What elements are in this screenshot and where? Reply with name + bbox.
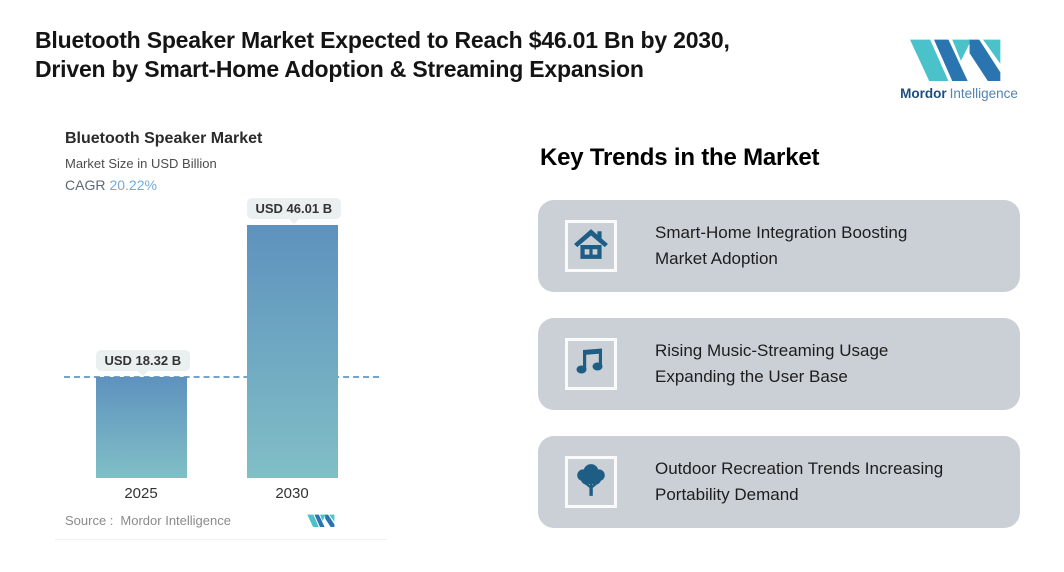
page-title-line-2: Driven by Smart-Home Adoption & Streamin… (35, 56, 644, 82)
trend-card-smart-home: Smart-Home Integration Boosting Market A… (538, 200, 1020, 292)
page-title-line-1: Bluetooth Speaker Market Expected to Rea… (35, 27, 730, 53)
tree-icon (573, 462, 609, 503)
x-axis-label-2030: 2030 (275, 485, 309, 502)
reference-dashed-line (64, 376, 379, 378)
trend-text-line-1: Rising Music-Streaming Usage (655, 341, 889, 360)
x-axis-label-2025: 2025 (124, 485, 158, 502)
trend-card-outdoor-recreation: Outdoor Recreation Trends Increasing Por… (538, 436, 1020, 528)
trend-card-music-streaming: Rising Music-Streaming Usage Expanding t… (538, 318, 1020, 410)
trend-text-line-1: Outdoor Recreation Trends Increasing (655, 459, 944, 478)
value-badge-label: USD 46.01 B (246, 198, 342, 224)
trend-text-line-2: Portability Demand (655, 485, 799, 504)
brand-name: Mordor Intelligence (893, 86, 1025, 101)
value-badge-label: USD 18.32 B (95, 350, 191, 376)
chart-cagr: CAGR 20.22% (65, 177, 157, 193)
trend-text-line-2: Expanding the User Base (655, 367, 848, 386)
bar-2025 (95, 377, 187, 478)
trend-text-line-1: Smart-Home Integration Boosting (655, 223, 908, 242)
icon-tile (565, 456, 617, 508)
key-trends-heading: Key Trends in the Market (540, 144, 820, 171)
chart-subtitle: Market Size in USD Billion (65, 156, 217, 171)
source-label: Source : (65, 513, 114, 528)
brand-name-regular: Intelligence (949, 86, 1018, 101)
trend-text: Smart-Home Integration Boosting Market A… (655, 220, 907, 272)
source-text: Source : Mordor Intelligence (65, 513, 231, 528)
mordor-intelligence-logo-icon (893, 30, 1025, 82)
icon-tile (565, 220, 617, 272)
source-value: Mordor Intelligence (120, 513, 231, 528)
value-badge-2025: USD 18.32 B (95, 350, 191, 377)
brand-logo: Mordor Intelligence (893, 30, 1025, 101)
trend-text-line-2: Market Adoption (655, 249, 778, 268)
bar-2030 (246, 225, 338, 478)
house-icon (573, 226, 609, 267)
cagr-label: CAGR (65, 177, 106, 193)
icon-tile (565, 338, 617, 390)
value-badge-2030: USD 46.01 B (246, 198, 342, 225)
page-title: Bluetooth Speaker Market Expected to Rea… (35, 26, 875, 84)
cagr-value: 20.22% (109, 177, 157, 193)
chart-source-row: Source : Mordor Intelligence (65, 510, 377, 532)
market-chart-card: Bluetooth Speaker Market Market Size in … (55, 118, 387, 540)
chart-title: Bluetooth Speaker Market (65, 130, 263, 147)
music-note-icon (574, 345, 608, 384)
brand-name-bold: Mordor (900, 86, 947, 101)
bar-plot: USD 18.32 B 2025 USD 46.01 B 2030 (55, 118, 387, 540)
trend-text: Rising Music-Streaming Usage Expanding t… (655, 338, 888, 390)
mordor-intelligence-mini-logo-icon (307, 512, 337, 532)
trend-text: Outdoor Recreation Trends Increasing Por… (655, 456, 943, 508)
